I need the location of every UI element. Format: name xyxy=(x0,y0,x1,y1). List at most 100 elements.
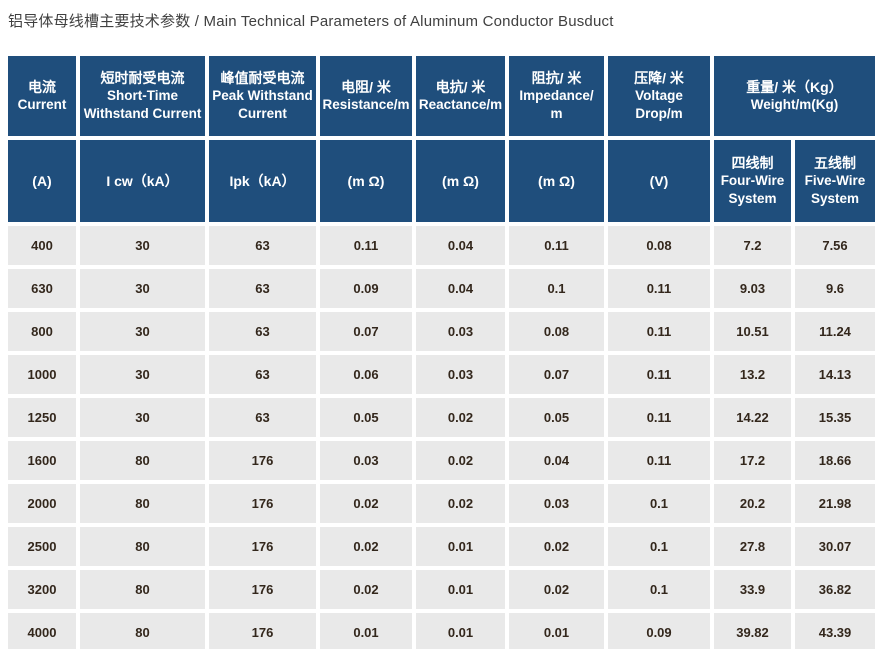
unit-label: (m Ω) xyxy=(347,172,385,189)
cell: 176 xyxy=(209,570,316,609)
cell: 0.04 xyxy=(416,226,505,265)
table-row: 2000 80 176 0.02 0.02 0.03 0.1 20.2 21.98 xyxy=(8,484,876,523)
cell: 0.09 xyxy=(320,269,412,308)
unit-label: (m Ω) xyxy=(442,172,479,189)
cell: 0.02 xyxy=(416,398,505,437)
header-en: Impedance/ m xyxy=(519,88,594,122)
page-title: 铝导体母线槽主要技术参数 / Main Technical Parameters… xyxy=(8,13,614,30)
header-zh: 电流 xyxy=(28,78,56,95)
unit-cell-amps: (A) xyxy=(8,140,76,222)
cell: 2500 xyxy=(8,527,76,566)
cell: 0.02 xyxy=(509,527,604,566)
unit-label: (V) xyxy=(649,172,669,189)
cell: 30 xyxy=(80,226,205,265)
cell: 63 xyxy=(209,312,316,351)
cell: 1600 xyxy=(8,441,76,480)
cell: 0.05 xyxy=(509,398,604,437)
cell: 80 xyxy=(80,484,205,523)
cell: 18.66 xyxy=(795,441,876,480)
unit-cell-five-wire: 五线制 Five-Wire System xyxy=(795,140,876,222)
cell: 0.11 xyxy=(320,226,412,265)
cell: 17.2 xyxy=(714,441,791,480)
cell: 0.1 xyxy=(608,570,710,609)
cell: 14.13 xyxy=(795,355,876,394)
cell: 800 xyxy=(8,312,76,351)
cell: 0.07 xyxy=(320,312,412,351)
unit-zh: 四线制 xyxy=(731,154,774,171)
cell: 176 xyxy=(209,441,316,480)
unit-en: Four-Wire System xyxy=(720,173,785,207)
cell: 0.11 xyxy=(608,355,710,394)
cell: 9.03 xyxy=(714,269,791,308)
header-zh: 峰值耐受电流 xyxy=(220,69,305,86)
cell: 176 xyxy=(209,613,316,649)
table-row: 1000 30 63 0.06 0.03 0.07 0.11 13.2 14.13 xyxy=(8,355,876,394)
header-cell-current: 电流 Current xyxy=(8,56,76,136)
cell: 80 xyxy=(80,613,205,649)
cell: 30 xyxy=(80,312,205,351)
unit-zh: 五线制 xyxy=(814,154,856,171)
cell: 400 xyxy=(8,226,76,265)
cell: 2000 xyxy=(8,484,76,523)
cell: 33.9 xyxy=(714,570,791,609)
cell: 15.35 xyxy=(795,398,876,437)
cell: 7.56 xyxy=(795,226,876,265)
unit-cell-icw: I cw（kA） xyxy=(80,140,205,222)
table-row: 4000 80 176 0.01 0.01 0.01 0.09 39.82 43.39 xyxy=(8,613,876,649)
cell: 9.6 xyxy=(795,269,876,308)
cell: 0.02 xyxy=(320,527,412,566)
cell: 0.11 xyxy=(608,398,710,437)
header-cell-impedance: 阻抗/ 米 Impedance/ m xyxy=(509,56,604,136)
unit-label: Ipk（kA） xyxy=(229,172,296,189)
cell: 30 xyxy=(80,355,205,394)
cell: 0.02 xyxy=(320,570,412,609)
header-row-units: (A) I cw（kA） Ipk（kA） (m Ω) (m Ω) (m Ω) xyxy=(8,140,876,222)
cell: 80 xyxy=(80,570,205,609)
header-zh: 电阻/ 米 xyxy=(341,78,391,95)
parameters-table: 电流 Current 短时耐受电流 Short-Time Withstand C… xyxy=(4,52,879,649)
cell: 0.11 xyxy=(509,226,604,265)
table-row: 2500 80 176 0.02 0.01 0.02 0.1 27.8 30.07 xyxy=(8,527,876,566)
cell: 13.2 xyxy=(714,355,791,394)
cell: 0.01 xyxy=(416,570,505,609)
header-en: Weight/m(Kg) xyxy=(750,97,839,113)
cell: 176 xyxy=(209,484,316,523)
cell: 630 xyxy=(8,269,76,308)
cell: 0.07 xyxy=(509,355,604,394)
header-en: Current xyxy=(17,97,67,113)
header-zh: 电抗/ 米 xyxy=(435,78,486,95)
cell: 0.11 xyxy=(608,312,710,351)
header-zh: 短时耐受电流 xyxy=(100,69,185,86)
cell: 63 xyxy=(209,398,316,437)
cell: 3200 xyxy=(8,570,76,609)
cell: 0.06 xyxy=(320,355,412,394)
cell: 63 xyxy=(209,226,316,265)
header-zh: 压降/ 米 xyxy=(634,69,684,86)
header-row-names: 电流 Current 短时耐受电流 Short-Time Withstand C… xyxy=(8,56,876,136)
cell: 0.01 xyxy=(416,613,505,649)
cell: 0.02 xyxy=(416,441,505,480)
cell: 0.1 xyxy=(509,269,604,308)
cell: 63 xyxy=(209,355,316,394)
cell: 176 xyxy=(209,527,316,566)
table-body: 400 30 63 0.11 0.04 0.11 0.08 7.2 7.56 630 30 63 0.0… xyxy=(8,226,876,649)
unit-cell-reactance-mohm: (m Ω) xyxy=(416,140,505,222)
cell: 7.2 xyxy=(714,226,791,265)
cell: 0.03 xyxy=(416,312,505,351)
cell: 0.03 xyxy=(416,355,505,394)
header-cell-resistance: 电阻/ 米 Resistance/m xyxy=(320,56,412,136)
cell: 4000 xyxy=(8,613,76,649)
cell: 14.22 xyxy=(714,398,791,437)
header-cell-peak-withstand: 峰值耐受电流 Peak Withstand Current xyxy=(209,56,316,136)
table-header: 电流 Current 短时耐受电流 Short-Time Withstand C… xyxy=(8,56,876,222)
header-cell-weight: 重量/ 米（Kg） Weight/m(Kg) xyxy=(714,56,876,136)
unit-en: Five-Wire System xyxy=(804,173,866,207)
cell: 0.03 xyxy=(509,484,604,523)
table-row: 630 30 63 0.09 0.04 0.1 0.11 9.03 9.6 xyxy=(8,269,876,308)
cell: 30 xyxy=(80,269,205,308)
unit-label: (A) xyxy=(32,172,52,189)
cell: 30.07 xyxy=(795,527,876,566)
unit-cell-impedance-mohm: (m Ω) xyxy=(509,140,604,222)
header-en: Reactance/m xyxy=(418,97,503,113)
table-row: 400 30 63 0.11 0.04 0.11 0.08 7.2 7.56 xyxy=(8,226,876,265)
